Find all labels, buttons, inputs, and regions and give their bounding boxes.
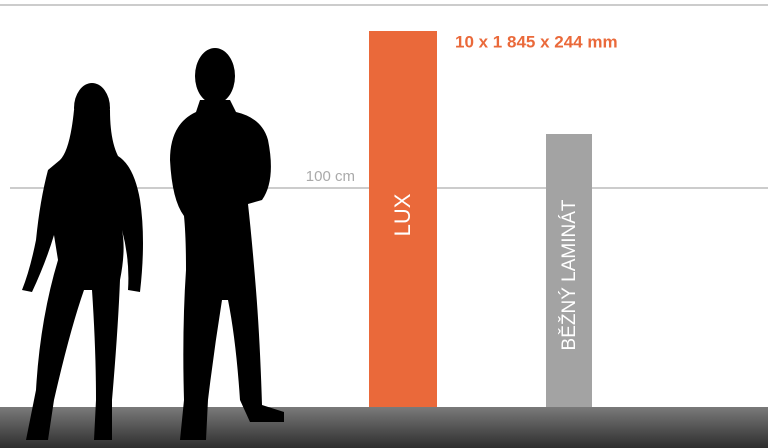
dimensions-label: 10 x 1 845 x 244 mm <box>455 32 618 51</box>
height-label: 100 cm <box>306 168 355 185</box>
infographic: 100 cm LUX BĚŽNÝ LAMINÁT 10 x 1 845 x 24… <box>0 0 768 448</box>
man-silhouette <box>170 48 284 440</box>
laminate-label: BĚŽNÝ LAMINÁT <box>558 199 580 350</box>
floor <box>0 407 768 448</box>
lux-label: LUX <box>390 193 415 236</box>
woman-silhouette <box>22 83 143 440</box>
